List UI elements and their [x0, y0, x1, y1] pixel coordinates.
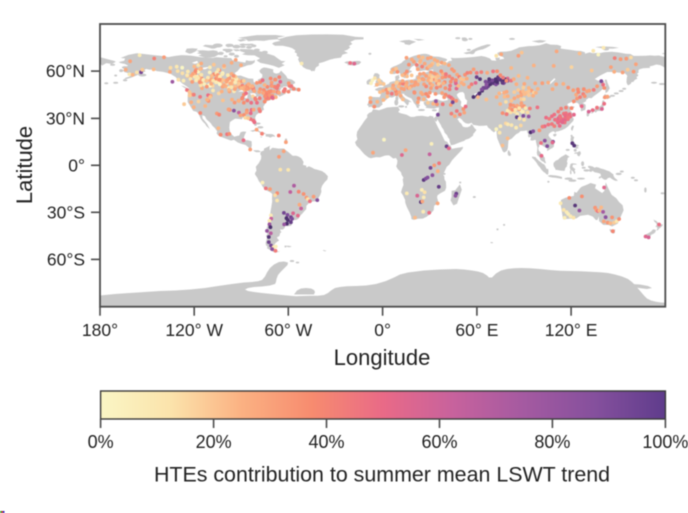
svg-text:180°: 180° [82, 320, 118, 340]
svg-text:60° E: 60° E [455, 320, 498, 340]
svg-text:80%: 80% [534, 432, 570, 452]
svg-text:HTEs contribution to summer me: HTEs contribution to summer mean LSWT tr… [154, 463, 610, 487]
svg-text:0°: 0° [374, 320, 391, 340]
svg-text:120° E: 120° E [545, 320, 598, 340]
svg-text:60°S: 60°S [47, 249, 85, 269]
svg-text:40%: 40% [308, 432, 344, 452]
svg-text:120° W: 120° W [165, 320, 223, 340]
svg-text:Longitude: Longitude [334, 345, 431, 370]
svg-text:60° W: 60° W [264, 320, 312, 340]
svg-text:30°S: 30°S [47, 202, 85, 222]
svg-text:60%: 60% [421, 432, 457, 452]
svg-text:30°N: 30°N [46, 108, 85, 128]
svg-text:20%: 20% [196, 432, 232, 452]
svg-text:0°: 0° [68, 155, 85, 175]
svg-text:Latitude: Latitude [12, 126, 37, 204]
svg-text:60°N: 60°N [46, 61, 85, 81]
svg-text:0%: 0% [88, 432, 114, 452]
svg-text:100%: 100% [642, 432, 688, 452]
